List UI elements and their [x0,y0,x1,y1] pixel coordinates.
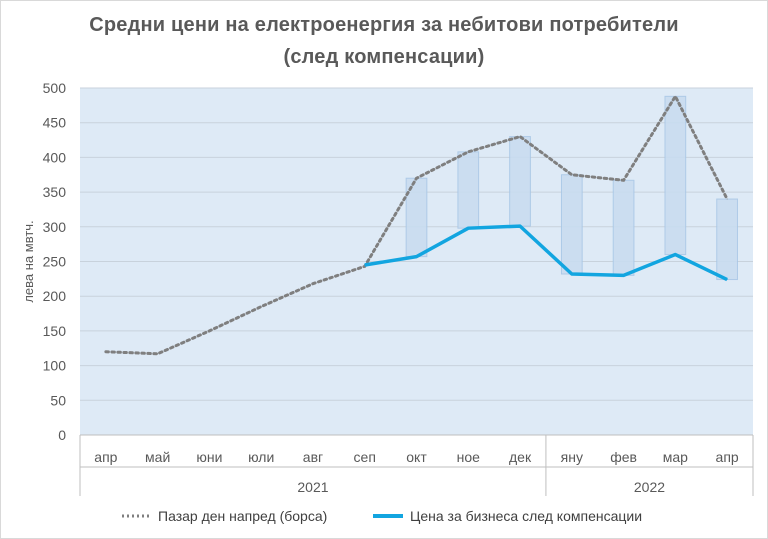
x-tick-label: дек [509,449,532,465]
data-point-business [623,274,625,276]
data-point-market [467,151,469,153]
x-tick-label: юли [248,449,274,465]
y-tick-label: 500 [43,80,67,96]
year-label: 2022 [634,479,665,495]
y-tick-label: 400 [43,149,67,165]
data-point-market [726,198,728,200]
compensation-bar [457,151,480,229]
compensation-bar [716,198,738,281]
legend-label-market: Пазар ден напред (борса) [158,508,328,524]
legend: Пазар ден напред (борса) Цена за бизнеса… [0,508,768,528]
data-point-market [623,179,625,181]
y-tick-label: 50 [50,392,66,408]
x-tick-label: май [145,449,170,465]
y-tick-label: 350 [43,184,67,200]
legend-item-market: Пазар ден напред (борса) [120,508,327,524]
y-tick-label: 250 [43,254,67,270]
y-tick-label: 150 [43,323,67,339]
y-tick-label: 0 [58,427,66,443]
data-point-market [208,330,210,332]
y-tick-label: 200 [43,288,67,304]
legend-item-business: Цена за бизнеса след компенсации [372,508,642,524]
legend-dotted-line-icon [122,514,150,518]
year-label: 2021 [297,479,328,495]
x-tick-label: юни [196,449,222,465]
x-tick-label: ное [457,449,481,465]
y-tick-label: 450 [43,115,67,131]
x-tick-label: апр [716,449,739,465]
data-point-business [674,254,676,256]
data-point-market [157,353,159,355]
y-axis-label: лева на мвтч. [21,220,36,302]
data-point-market [571,174,573,176]
data-point-business [364,264,366,266]
x-tick-label: сеп [354,449,376,465]
x-tick-label: окт [406,449,427,465]
x-tick-label: яну [561,449,583,465]
legend-solid-line-icon [373,514,403,518]
compensation-bar [560,174,583,275]
data-point-market [674,95,676,97]
data-point-market [416,177,417,179]
compensation-bar [664,95,687,256]
chart-title-line1: Средни цени на електроенергия за небитов… [89,14,679,36]
compensation-bar [612,179,635,276]
compensation-bar [509,136,531,227]
series-line-business [364,224,728,282]
data-point-business [467,227,469,229]
x-tick-label: авг [303,449,323,465]
data-point-business [571,273,573,275]
chart-title-line2: (след компенсации) [283,46,485,68]
legend-label-business: Цена за бизнеса след компенсации [410,508,643,524]
data-point-market [260,306,262,308]
x-tick-label: апр [94,449,117,465]
data-point-business [416,256,417,258]
data-point-business [519,225,521,227]
y-tick-label: 100 [43,358,67,374]
x-tick-label: мар [663,449,688,465]
y-tick-label: 300 [43,219,67,235]
data-point-market [312,283,314,285]
x-tick-label: фев [610,449,637,465]
data-point-business [726,279,728,281]
data-point-market [519,136,521,138]
data-point-market [105,351,107,353]
